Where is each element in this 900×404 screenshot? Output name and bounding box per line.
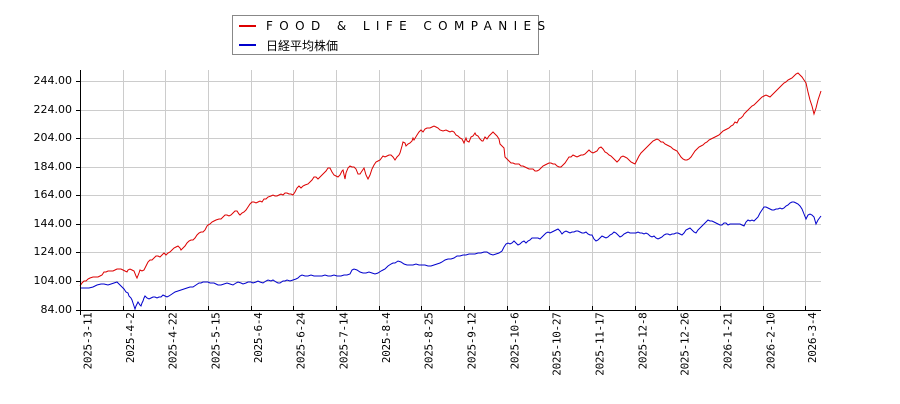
y-tick-label: 104.00: [33, 274, 73, 287]
y-tick-label: 184.00: [33, 160, 73, 173]
legend-swatch-red: [239, 25, 256, 27]
y-tick-label: 144.00: [33, 217, 73, 230]
x-tick-label: 2025-11-17: [593, 312, 607, 376]
horizontal-gridlines: [80, 81, 821, 282]
x-tick-label: 2025-6-4: [252, 312, 266, 364]
x-tick-label: 2026-3-4: [806, 312, 820, 364]
legend-label-nikkei: 日経平均株価: [266, 38, 339, 53]
y-tick-label: 164.00: [33, 188, 73, 201]
y-tick-label: 204.00: [33, 131, 73, 144]
x-tick-label: 2025-9-12: [465, 312, 479, 370]
y-ticks: [76, 81, 80, 311]
y-tick-label: 244.00: [33, 74, 73, 87]
x-tick-label: 2025-7-14: [337, 312, 351, 370]
legend-item-food-life: FOOD & LIFE COMPANIES: [239, 18, 552, 34]
vertical-gridlines: [123, 70, 806, 310]
x-tick-label: 2025-8-4: [380, 312, 394, 364]
x-tick-label: 2025-12-26: [678, 312, 692, 376]
y-tick-label: 84.00: [40, 303, 73, 316]
x-ticks: [80, 306, 806, 315]
series-nikkei-line: [80, 201, 822, 311]
series-food-life-line: [79, 72, 822, 287]
x-tick-label: 2026-1-21: [721, 312, 735, 370]
legend-swatch-blue: [239, 44, 256, 46]
x-tick-label: 2025-10-27: [550, 312, 564, 376]
x-tick-label: 2025-5-15: [209, 312, 223, 370]
chart-legend: FOOD & LIFE COMPANIES 日経平均株価: [232, 15, 545, 55]
legend-item-nikkei: 日経平均株価: [239, 37, 338, 53]
x-tick-label: 2025-4-22: [166, 312, 180, 370]
x-tick-label: 2026-2-10: [764, 312, 778, 370]
legend-label-food-life: FOOD & LIFE COMPANIES: [266, 19, 552, 33]
y-tick-label: 124.00: [33, 245, 73, 258]
x-tick-label: 2025-8-25: [422, 312, 436, 370]
x-tick-label: 2025-6-24: [294, 312, 308, 370]
x-tick-label: 2025-12-8: [636, 312, 650, 370]
x-tick-label: 2025-3-11: [81, 312, 95, 370]
x-tick-label: 2025-10-6: [508, 312, 522, 370]
y-tick-label: 224.00: [33, 103, 73, 116]
x-tick-label: 2025-4-2: [124, 312, 138, 364]
